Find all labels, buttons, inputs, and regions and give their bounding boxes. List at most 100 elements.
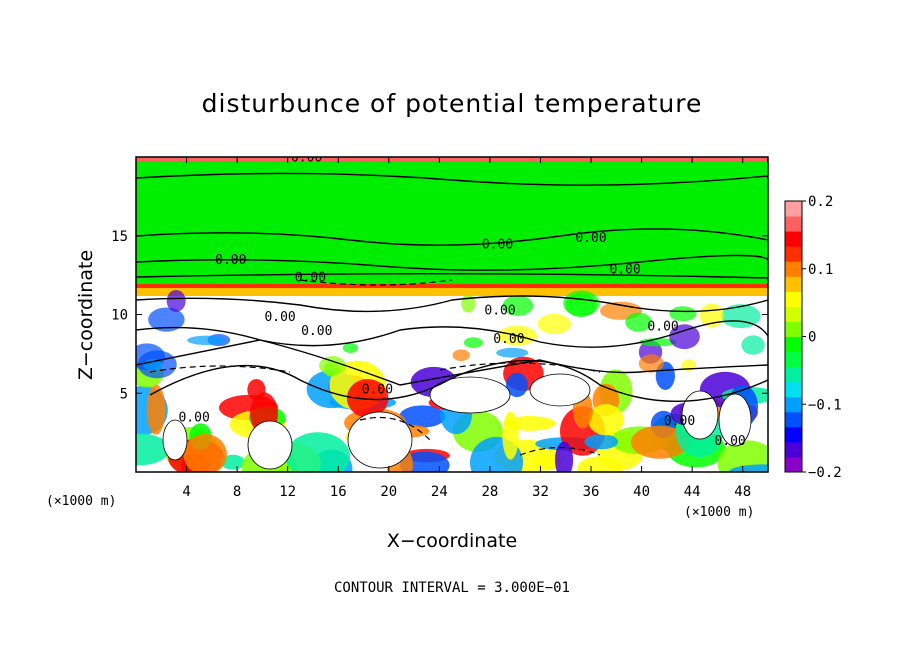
colorbar-swatch <box>785 456 802 473</box>
x-axis-unit-left: (×1000 m) <box>46 494 116 509</box>
field-blob <box>399 405 446 428</box>
field-blob <box>717 440 768 472</box>
contour-line <box>136 320 768 348</box>
field-blob <box>285 432 351 472</box>
x-tick-label: 24 <box>431 484 448 500</box>
field-blob <box>346 379 389 418</box>
x-tick-label: 40 <box>633 484 650 500</box>
x-tick-label: 4 <box>182 484 190 500</box>
contour-label: 0.00 <box>295 270 326 285</box>
field-cell <box>247 420 293 470</box>
field-blob <box>183 433 227 472</box>
field-blob <box>452 349 470 362</box>
x-tick-label: 20 <box>380 484 397 500</box>
contour-line <box>136 295 768 313</box>
field-blob <box>669 324 700 350</box>
field-cell <box>718 393 752 447</box>
field-blob <box>554 441 574 472</box>
contour-label: 0.00 <box>362 382 393 397</box>
x-axis-label: X−coordinate <box>387 530 517 552</box>
field-cell <box>429 376 511 414</box>
field-blob <box>463 337 483 348</box>
field-blob <box>729 464 768 472</box>
chart-title: disturbunce of potential temperature <box>202 89 703 118</box>
field-top-band <box>136 157 768 161</box>
colorbar: 0.2 0.1 0 −0.1 −0.2 <box>784 194 842 481</box>
contour-line <box>136 273 768 279</box>
contour-label: 0.00 <box>178 411 209 426</box>
y-tick-label: 10 <box>111 308 128 324</box>
colorbar-swatch <box>785 411 802 428</box>
colorbar-tick-label: 0 <box>808 330 816 346</box>
y-axis: 5 10 15 <box>111 229 768 402</box>
field-blob <box>187 335 226 345</box>
colorbar-tick-label: −0.1 <box>808 397 842 413</box>
field-cell <box>681 390 719 440</box>
x-tick-label: 36 <box>583 484 600 500</box>
field-blob <box>587 404 624 436</box>
x-tick-label: 48 <box>734 484 751 500</box>
field-blob <box>565 293 597 318</box>
contour-line-negative <box>439 362 601 373</box>
field-cell <box>162 419 188 461</box>
colorbar-swatch <box>785 231 802 247</box>
colorbar-swatch <box>785 396 802 413</box>
field-blob <box>220 454 246 470</box>
field-blob <box>342 343 359 353</box>
field-blob <box>323 361 340 377</box>
contour-label: 0.00 <box>291 151 322 166</box>
contour-label: 0.00 <box>610 263 641 278</box>
field-blob <box>166 289 186 312</box>
colorbar-swatch <box>785 306 802 322</box>
contour-label: 0.00 <box>215 253 246 268</box>
contour-line <box>136 228 768 246</box>
contour-label: 0.00 <box>484 304 515 319</box>
field-blob <box>720 304 761 329</box>
contour-line-negative <box>519 446 601 456</box>
y-tick-label: 15 <box>111 229 128 245</box>
field-blob <box>741 335 765 355</box>
contour-line <box>136 339 768 386</box>
field-blob <box>577 456 623 472</box>
colorbar-swatch <box>785 336 802 353</box>
x-tick-label: 12 <box>279 484 296 500</box>
x-tick-label: 8 <box>233 484 241 500</box>
colorbar-swatch <box>785 261 802 277</box>
contour-label: 0.00 <box>575 231 606 246</box>
field-blob <box>537 313 571 335</box>
contour-line <box>136 254 768 271</box>
contour-label: 0.00 <box>264 310 295 325</box>
field-blob <box>625 312 652 332</box>
x-axis: 4 8 12 16 20 24 28 32 36 40 44 48 <box>182 157 751 500</box>
x-tick-label: 44 <box>684 484 701 500</box>
contour-line <box>149 359 768 402</box>
contour-line <box>136 172 768 186</box>
colorbar-swatch <box>785 351 802 368</box>
colorbar-swatch <box>785 321 802 337</box>
colorbar-swatch <box>785 291 802 307</box>
field-blob <box>630 425 689 459</box>
colorbar-swatch <box>785 366 802 383</box>
field-blob <box>146 384 166 435</box>
colorbar-swatch <box>785 276 802 292</box>
contour-interval-note: CONTOUR INTERVAL = 3.000E−01 <box>334 580 570 596</box>
x-tick-label: 16 <box>330 484 347 500</box>
field-upper-layer <box>136 157 768 287</box>
field-cell <box>347 411 413 469</box>
colorbar-tick-label: −0.2 <box>808 465 842 481</box>
field-blob <box>506 372 528 398</box>
contour-label: 0.00 <box>301 324 332 339</box>
field-blob <box>502 295 534 316</box>
field-blob <box>148 307 185 332</box>
contour-label: 0.00 <box>664 414 695 429</box>
colorbar-swatch <box>785 246 802 262</box>
plot-area: 0.00 0.00 0.00 0.00 0.00 0.00 0.00 0.00 0.00 0.00… <box>136 151 768 472</box>
x-tick-label: 32 <box>532 484 549 500</box>
field-blob <box>584 434 619 450</box>
field-blob <box>638 338 677 347</box>
colorbar-tick-label: 0.2 <box>808 194 833 210</box>
colorbar-tick-label: 0.1 <box>808 262 833 278</box>
x-axis-unit-right: (×1000 m) <box>684 505 754 520</box>
contour-label: 0.00 <box>493 332 524 347</box>
